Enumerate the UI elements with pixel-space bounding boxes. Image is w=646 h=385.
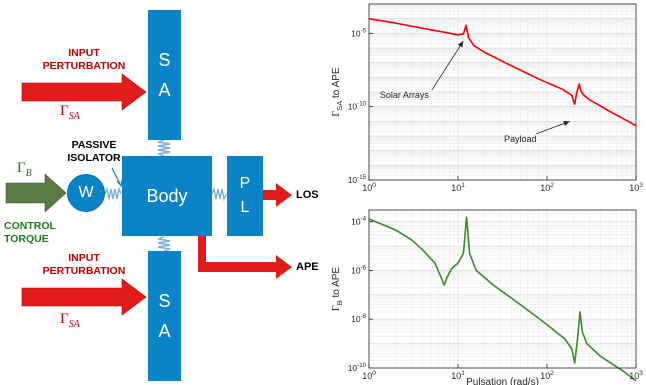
spring-payload — [211, 186, 227, 202]
x-tick-label: 100 — [362, 370, 376, 381]
input-label-line2: PERTURBATION — [42, 265, 126, 277]
ape-arrow — [198, 236, 292, 279]
input-label-line1: INPUT — [68, 252, 100, 264]
pl-letter-l: L — [240, 199, 250, 216]
spring-bottom — [157, 236, 171, 252]
y-axis-label: ΓSA to APE — [331, 67, 344, 116]
gamma-symbol: Γ — [60, 311, 69, 327]
reaction-wheel: W — [67, 174, 105, 212]
spring-wheel — [104, 186, 122, 200]
annotation-label: Payload — [504, 134, 537, 144]
series-line — [368, 216, 637, 382]
gamma-sa-sub: SA — [68, 111, 80, 122]
los-arrow — [263, 183, 292, 207]
wheel-label: W — [78, 184, 94, 201]
isolator-pointer — [111, 167, 121, 185]
solar-array-top: S A — [148, 10, 181, 140]
los-label: LOS — [296, 189, 319, 201]
control-torque-arrow — [5, 173, 67, 213]
gamma-symbol: Γ — [60, 103, 69, 119]
gamma-sa-top: ΓSA — [60, 103, 80, 122]
series-line — [368, 17, 637, 127]
gamma-sa-bottom: ΓSA — [60, 311, 80, 330]
y-tick-label: 10-10 — [348, 362, 367, 373]
x-tick-label: 103 — [629, 370, 643, 381]
control-line2: TORQUE — [4, 233, 49, 245]
x-tick-label: 102 — [540, 370, 554, 381]
ape-label: APE — [296, 261, 319, 273]
spring-top — [157, 139, 171, 157]
y-tick-label: 10-15 — [348, 174, 367, 185]
input-perturbation-bottom-label: INPUT PERTURBATION — [42, 252, 126, 278]
plot-area — [369, 4, 636, 180]
y-tick-label: 10-8 — [351, 313, 367, 324]
y-tick-label: 10-4 — [351, 216, 367, 227]
input-arrow-bottom — [21, 278, 147, 316]
input-perturbation-top-label: INPUT PERTURBATION — [42, 47, 126, 73]
solar-array-bottom: S A — [148, 251, 181, 381]
gamma-sa-sub: SA — [68, 319, 80, 330]
axes-frame — [368, 3, 637, 181]
x-axis-label: Pulsation (rad/s) — [466, 377, 539, 385]
control-line1: CONTROL — [4, 220, 56, 232]
y-tick-label: 10-5 — [351, 27, 367, 38]
pl-letter-p: P — [239, 175, 251, 192]
gamma-b-sub: B — [25, 168, 32, 179]
y-tick-label: 10-6 — [351, 264, 367, 275]
x-tick-label: 101 — [451, 370, 465, 381]
plot-area — [369, 210, 636, 368]
gamma-b: ΓB — [17, 160, 32, 179]
x-tick-label: 101 — [451, 182, 465, 193]
annotation-arrow-line — [431, 40, 464, 91]
chart-1: 100 101 102 103 10-5 10-10 10-15 ΓSA to APE Sola… — [331, 3, 643, 193]
x-tick-label: 103 — [629, 182, 643, 193]
x-tick-label: 102 — [540, 182, 554, 193]
input-label-line1: INPUT — [68, 47, 100, 59]
annotation-arrow-head — [457, 41, 464, 48]
block-diagram — [5, 73, 292, 316]
gamma-symbol: Γ — [17, 160, 26, 176]
annotation-arrow-line — [536, 120, 570, 135]
x-tick-label: 100 — [362, 182, 376, 193]
y-axis-label: ΓB to APE — [331, 267, 344, 311]
spacecraft-body: Body — [122, 156, 212, 236]
axes-frame — [368, 209, 637, 369]
body-label: Body — [146, 185, 188, 206]
input-arrow-top — [21, 73, 147, 111]
control-torque-label: CONTROL TORQUE — [4, 220, 72, 246]
isolator-line2: ISOLATOR — [67, 152, 121, 164]
input-label-line2: PERTURBATION — [42, 60, 126, 72]
y-tick-label: 10-10 — [348, 101, 367, 112]
sa-top-letter-s: S — [158, 50, 171, 70]
sa-top-letter-a: A — [158, 80, 171, 100]
passive-isolator-label: PASSIVE ISOLATOR — [56, 139, 132, 165]
sa-bottom-letter-s: S — [158, 291, 171, 311]
annotation-arrow-head — [563, 121, 570, 126]
annotation-label: Solar Arrays — [380, 90, 430, 100]
sa-bottom-letter-a: A — [158, 321, 171, 341]
chart-2: 100 101 102 103 10-4 10-6 10-8 10-10 ΓB to APE Pu… — [331, 209, 643, 385]
isolator-line1: PASSIVE — [71, 139, 117, 151]
payload-box: P L — [227, 156, 263, 236]
